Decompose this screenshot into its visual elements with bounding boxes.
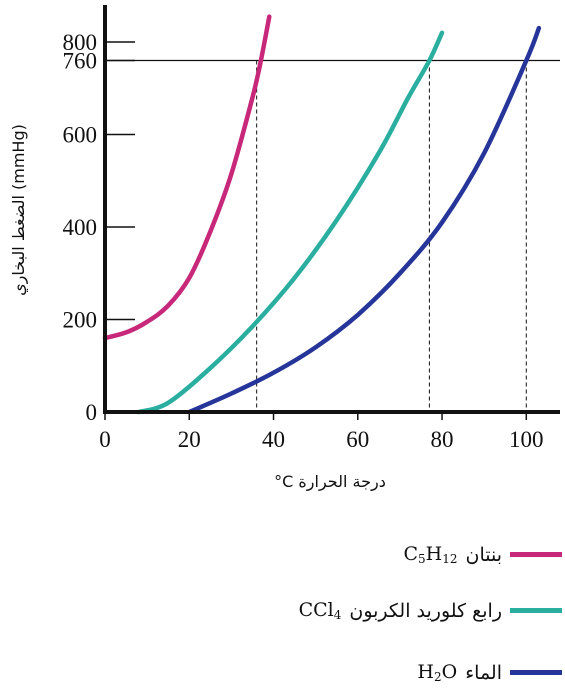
y-tick-label-800: 800 xyxy=(63,30,98,55)
legend-label-ccl4: رابع كلوريد الكربون xyxy=(349,599,502,622)
legend-swatch-water xyxy=(510,670,562,675)
legend-formula-ccl4: CCl4 xyxy=(298,599,342,622)
legend-swatch-pentane xyxy=(510,552,562,557)
legend-swatch-ccl4 xyxy=(510,608,562,613)
legend-formula-water: H2O xyxy=(417,661,458,684)
y-tick-label-600: 600 xyxy=(63,123,98,148)
y-tick-label-760: 760 xyxy=(63,49,98,74)
series-line-ccl4 xyxy=(136,30,445,415)
legend-label-pentane: بنتان xyxy=(465,543,503,566)
x-tick-label-60: 60 xyxy=(346,427,369,452)
x-tick-label-100: 100 xyxy=(509,427,544,452)
y-tick-label-200: 200 xyxy=(63,308,98,333)
legend-label-water: الماء xyxy=(465,661,502,684)
x-tick-label-20: 20 xyxy=(178,427,201,452)
x-tick-label-80: 80 xyxy=(431,427,454,452)
legend-item-pentane: C5H12 بنتان xyxy=(403,543,562,566)
x-tick-label-0: 0 xyxy=(99,427,111,452)
legend-formula-pentane: C5H12 xyxy=(403,543,458,566)
legend-item-water: H2O الماء xyxy=(417,661,562,684)
y-tick-label-400: 400 xyxy=(63,215,98,240)
series-line-pentane xyxy=(102,14,272,341)
x-tick-label-40: 40 xyxy=(262,427,285,452)
y-axis-title: الضغط البخاري (mmHg) xyxy=(9,124,29,296)
y-tick-label-0: 0 xyxy=(86,400,98,425)
legend-item-ccl4: CCl4 رابع كلوريد الكربون xyxy=(299,599,562,622)
series-line-water xyxy=(187,25,542,415)
legend: C5H12 بنتان CCl4 رابع كلوريد الكربون H2O… xyxy=(0,525,565,698)
x-axis-title: °C درجة الحرارة xyxy=(274,472,386,492)
